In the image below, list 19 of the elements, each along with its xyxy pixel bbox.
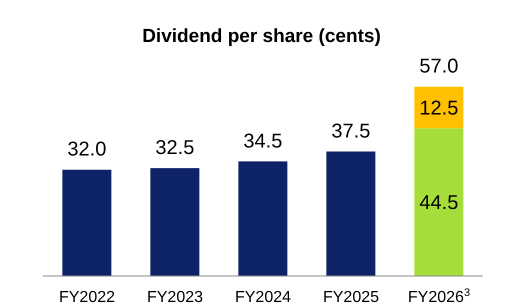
chart-title: Dividend per share (cents) (141, 26, 382, 48)
data-label: 32.0 (67, 138, 106, 161)
bar (414, 86, 464, 128)
data-label: 32.5 (155, 137, 194, 160)
total-label: 57.0 (419, 56, 458, 78)
bar (150, 168, 200, 276)
x-tick-label: FY2025 (322, 289, 380, 304)
x-tick-label: FY2022 (58, 289, 116, 304)
bar (62, 170, 112, 276)
bar (414, 128, 464, 276)
data-label: 12.5 (419, 97, 458, 120)
x-tick-label: FY2024 (234, 289, 292, 304)
x-tick-label: FY2023 (146, 289, 204, 304)
data-label: 44.5 (419, 192, 458, 214)
x-tick-label: FY2026$^{3}$ (408, 287, 470, 304)
bar (326, 151, 376, 276)
bar (238, 161, 288, 276)
data-label: 37.5 (331, 120, 370, 142)
data-label: 34.5 (243, 130, 282, 152)
